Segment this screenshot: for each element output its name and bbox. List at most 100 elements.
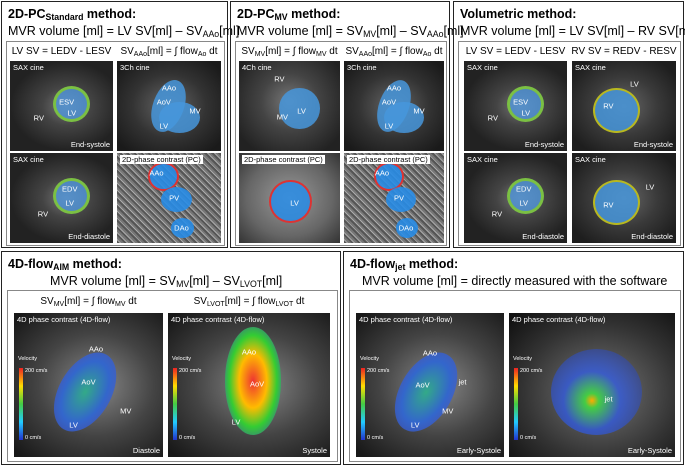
anatomy-label: LV — [65, 198, 75, 207]
text-run: SV — [193, 296, 207, 307]
anatomy-label: LV — [290, 198, 299, 207]
anatomy-label: RV — [37, 209, 49, 219]
anatomy-label: PV — [169, 193, 180, 203]
text-run: MVR volume [ml] = SV — [50, 274, 177, 288]
region-overlay — [53, 86, 91, 123]
anatomy-label: AoV — [381, 97, 397, 106]
cardiac-phase: End-diastole — [68, 232, 110, 241]
region-overlay — [53, 178, 91, 215]
mri-image: 4Ch cine RV LV MV — [238, 60, 341, 152]
anatomy-label: AAo — [88, 344, 104, 354]
text-run: SV — [241, 46, 255, 57]
text-run: method: — [405, 257, 459, 271]
subscript: AAo — [426, 29, 444, 39]
region-overlay — [507, 86, 545, 123]
text-run: [ml] = ∫ flow — [372, 46, 423, 57]
anatomy-label: LV — [297, 106, 306, 115]
cardiac-phase: Systole — [302, 446, 327, 455]
column-heading: SVMV[ml] = ∫ flowMV dt — [238, 46, 341, 58]
text-run: dt — [326, 46, 338, 57]
region-overlay — [507, 178, 545, 215]
text-run: SV — [120, 46, 134, 57]
region-overlay — [386, 187, 416, 213]
mri-image: SAX cine ESV LV RV End-systole — [463, 60, 568, 152]
mri-image: SAX cine LV RV End-systole — [571, 60, 677, 152]
cardiac-phase: End-systole — [524, 140, 564, 149]
text-run: LV SV = LEDV - LESV — [11, 46, 112, 57]
panel-title: 2D-PCMV method: — [237, 7, 340, 22]
inner-box — [349, 290, 681, 462]
anatomy-label: AAo — [149, 168, 164, 178]
subscript: MV — [274, 12, 288, 22]
region-overlay — [279, 88, 320, 129]
formula: MVR volume [ml] = LV SV[ml] – SVAAo[ml] — [8, 24, 239, 39]
text-run: [ml] – SV — [189, 274, 240, 288]
subscript: Ao — [197, 51, 207, 58]
mri-image: 4D phase contrast (4D-flow) AAo AoV MV LV Dia… — [13, 312, 164, 458]
panel-title: 4D-flowjet method: — [350, 257, 458, 272]
text-run: dt — [125, 296, 137, 307]
scale-max: 200 cm/s — [520, 367, 543, 374]
anatomy-label: RV — [33, 113, 44, 123]
text-run: Volumetric method: — [460, 7, 577, 21]
anatomy-label: MV — [413, 106, 425, 115]
mri-image: 4D phase contrast (4D-flow) jet Early-Syst… — [508, 312, 676, 458]
cardiac-phase: End-diastole — [631, 232, 673, 241]
anatomy-label: RV — [603, 200, 614, 210]
image-caption: SAX cine — [575, 155, 606, 164]
anatomy-label: ESV — [59, 97, 75, 106]
column-heading: SVMV[ml] = ∫ flowMV dt — [13, 296, 164, 308]
panel-title: 4D-flowAIM method: — [8, 257, 122, 272]
anatomy-label: LV — [231, 417, 241, 427]
text-run: RV SV = REDV - RESV — [571, 46, 677, 57]
scale-min: 0 cm/s — [520, 435, 537, 442]
text-run: LV SV = LEDV - LESV — [465, 46, 566, 57]
subscript: MV — [363, 29, 377, 39]
anatomy-label: LV — [159, 121, 169, 131]
anatomy-label: LV — [521, 108, 531, 118]
region-overlay — [160, 187, 192, 213]
inner-box — [458, 41, 681, 246]
cardiac-phase: Diastole — [132, 446, 160, 455]
column-heading: SVLVOT[ml] = ∫ flowLVOT dt — [167, 296, 331, 308]
column-heading: SVAAo[ml] = ∫ flowAo dt — [116, 46, 222, 58]
column-heading: RV SV = REDV - RESV — [571, 46, 677, 57]
anatomy-label: RV — [603, 101, 614, 111]
method-panel: 4D-flowjet method: MVR volume [ml] = dire… — [343, 251, 684, 465]
text-run: [ml] – SV — [376, 24, 427, 38]
subscript: AAo — [133, 51, 148, 58]
anatomy-label: ESV — [513, 97, 529, 106]
subscript: MV — [115, 301, 126, 308]
image-caption: 4D phase contrast (4D-flow) — [171, 315, 265, 324]
scale-max: 200 cm/s — [25, 367, 48, 374]
subscript: Standard — [45, 12, 84, 22]
text-run: [ml] — [219, 24, 240, 38]
text-run: MVR volume [ml] = directly measured with… — [362, 274, 668, 288]
text-run: MVR volume [ml] = LV SV[ml] – SV — [8, 24, 203, 38]
image-caption: 4D phase contrast (4D-flow) — [359, 315, 453, 324]
text-run: SV — [345, 46, 359, 57]
anatomy-label: AAo — [386, 83, 402, 93]
region-overlay — [384, 101, 424, 133]
image-caption: SAX cine — [13, 63, 44, 72]
mri-image: 2D-phase contrast (PC) AAo PV DAo — [343, 152, 445, 244]
text-run: MVR volume [ml] = SV — [237, 24, 364, 38]
anatomy-label: EDV — [62, 184, 78, 194]
image-caption: 4D phase contrast (4D-flow) — [512, 315, 606, 324]
anatomy-label: jet — [604, 394, 613, 404]
method-panel: 2D-PCMV method: MVR volume [ml] = SVMV[ml… — [230, 1, 464, 248]
anatomy-label: LV — [384, 121, 394, 131]
mri-image: 2D-phase contrast (PC) LV — [238, 152, 341, 244]
cardiac-phase: Early-Systole — [627, 446, 672, 455]
scale-max: 200 cm/s — [367, 367, 390, 374]
text-run: [ml] = ∫ flow — [224, 296, 276, 307]
subscript: jet — [395, 262, 406, 272]
formula: MVR volume [ml] = LV SV[ml] – RV SV[ml] — [460, 24, 685, 38]
anatomy-label: DAo — [174, 223, 189, 233]
text-run: dt — [431, 46, 443, 57]
anatomy-label: AAo — [241, 347, 257, 357]
subscript: LVOT — [239, 279, 263, 289]
text-run: 4D-flow — [350, 257, 396, 271]
image-caption: SAX cine — [467, 63, 498, 72]
